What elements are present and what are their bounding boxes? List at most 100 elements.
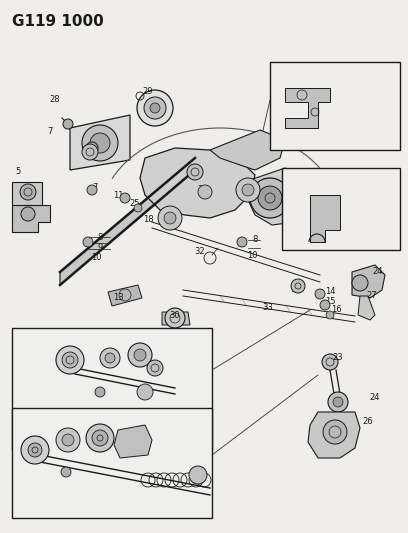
Text: 7: 7 [47,127,53,136]
Text: 35: 35 [73,424,83,432]
Circle shape [86,142,98,154]
Polygon shape [114,425,152,458]
Text: 30: 30 [170,311,180,320]
Text: 38: 38 [67,457,78,466]
Circle shape [315,289,325,299]
Circle shape [82,125,118,161]
Text: 3: 3 [16,185,21,195]
Text: 12: 12 [335,188,345,197]
Text: 17: 17 [290,286,300,295]
Circle shape [87,185,97,195]
Circle shape [62,434,74,446]
Circle shape [198,185,212,199]
Circle shape [144,97,166,119]
Polygon shape [140,148,255,218]
Text: 6: 6 [22,204,28,213]
Circle shape [86,424,114,452]
Circle shape [187,164,203,180]
Text: 22: 22 [315,68,325,77]
Text: 19: 19 [133,348,143,357]
Circle shape [237,237,247,247]
Text: 5: 5 [16,167,21,176]
Text: P.K.G. II
DODY: P.K.G. II DODY [22,390,46,401]
Circle shape [150,103,160,113]
Text: 2: 2 [197,185,203,195]
Text: 10: 10 [247,251,257,260]
Circle shape [21,436,49,464]
Text: G119 1000: G119 1000 [12,14,104,29]
Text: 24: 24 [373,268,383,277]
Circle shape [258,186,282,210]
Circle shape [352,275,368,291]
Polygon shape [108,285,142,306]
Polygon shape [12,205,50,232]
Polygon shape [310,195,340,242]
Text: 39: 39 [157,494,167,503]
Circle shape [291,279,305,293]
Text: 34: 34 [23,432,33,440]
Circle shape [62,352,78,368]
Text: 9: 9 [98,244,103,253]
Text: 40: 40 [195,486,205,495]
Polygon shape [358,296,375,320]
Circle shape [250,178,290,218]
Text: 7: 7 [92,183,98,192]
Circle shape [137,90,173,126]
Text: 26: 26 [363,417,373,426]
Circle shape [333,397,343,407]
Circle shape [28,443,42,457]
Text: 20: 20 [160,343,170,352]
Text: 8: 8 [252,236,258,245]
Circle shape [20,184,36,200]
Circle shape [90,133,110,153]
Text: 10: 10 [91,254,101,262]
Polygon shape [60,158,195,285]
Polygon shape [352,265,385,298]
Bar [282,168,400,250]
Circle shape [95,387,105,397]
Circle shape [236,178,260,202]
Circle shape [323,420,347,444]
Text: 33: 33 [263,303,273,312]
Polygon shape [248,168,315,225]
Circle shape [100,348,120,368]
Circle shape [320,300,330,310]
Text: 36: 36 [111,419,121,429]
Text: 24: 24 [370,393,380,402]
Text: 8: 8 [98,233,103,243]
Polygon shape [210,130,285,170]
Text: 1: 1 [193,169,197,179]
Circle shape [21,207,35,221]
Circle shape [134,204,142,212]
Circle shape [242,184,254,196]
Bar [12,328,212,450]
Text: 32: 32 [195,247,205,256]
Circle shape [137,384,153,400]
Circle shape [63,119,73,129]
Circle shape [82,144,98,160]
Text: 13: 13 [113,294,123,303]
Circle shape [83,237,93,247]
Circle shape [134,349,146,361]
Polygon shape [162,312,190,325]
Text: 37: 37 [143,416,153,424]
Circle shape [92,430,108,446]
Text: 40: 40 [153,393,163,402]
Text: 31: 31 [97,350,107,359]
Circle shape [56,346,84,374]
Bar [12,408,212,518]
Circle shape [326,311,334,319]
Circle shape [158,206,182,230]
Circle shape [165,308,185,328]
Circle shape [61,467,71,477]
Text: 15: 15 [325,297,335,306]
Polygon shape [70,115,130,170]
Circle shape [322,354,338,370]
Text: S. 1/1(A): S. 1/1(A) [22,502,46,507]
Circle shape [164,212,176,224]
Circle shape [120,193,130,203]
Text: 18: 18 [143,215,153,224]
Text: 41: 41 [172,358,182,367]
Polygon shape [12,182,42,205]
Text: 4: 4 [89,143,95,152]
